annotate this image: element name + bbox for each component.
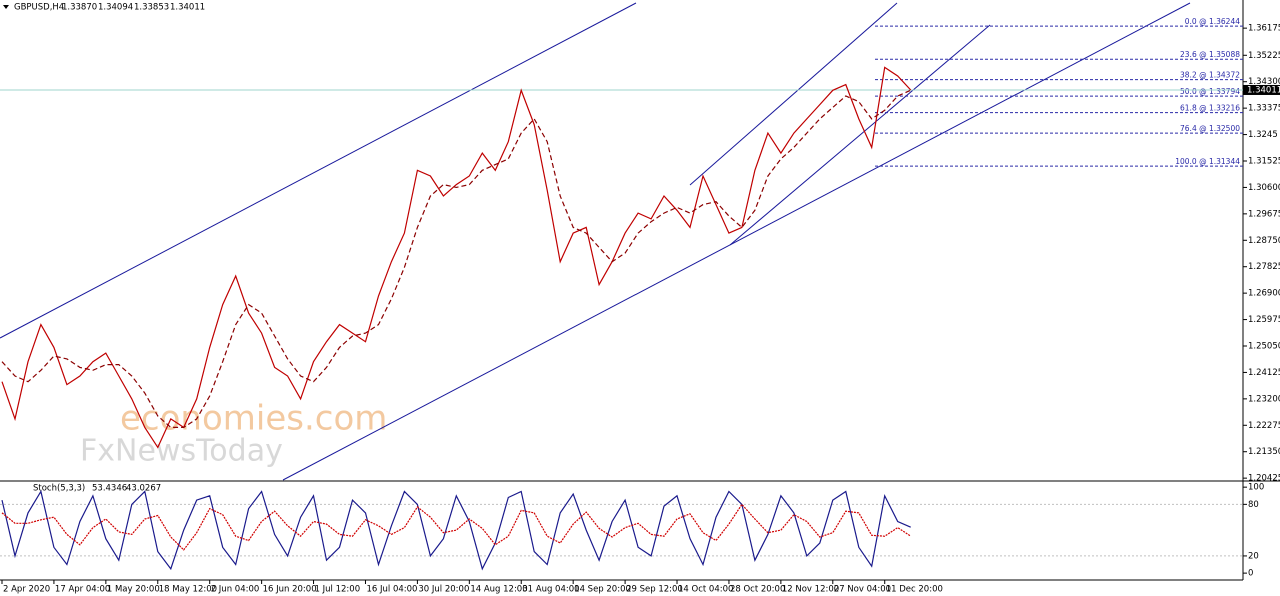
menu-icon[interactable]: [3, 5, 9, 9]
price-box: [1243, 84, 1280, 95]
y-tick-label: 1.23200: [1248, 394, 1280, 404]
ohlc-value: 1.33853: [134, 3, 169, 13]
x-tick-label: 2 Apr 2020: [3, 585, 50, 595]
x-tick-label: 1 May 20:00: [107, 585, 160, 595]
x-tick-label: 14 Aug 12:00: [470, 585, 527, 595]
x-tick-label: 14 Sep 20:00: [574, 585, 631, 595]
y-tick-label: 1.31525: [1248, 157, 1280, 167]
symbol-title: GBPUSD,H4: [14, 3, 64, 13]
x-tick-label: 16 Jul 04:00: [366, 585, 417, 595]
y-tick-label: 1.36175: [1248, 24, 1280, 34]
trend-line: [729, 24, 991, 246]
trend-lines: [0, 2, 1191, 481]
y-tick-label: 1.28750: [1248, 236, 1280, 246]
x-tick-label: 17 Apr 04:00: [55, 585, 110, 595]
indicator-value: 53.4346: [92, 484, 127, 494]
trend-line: [0, 2, 637, 339]
indicator-value: 43.0267: [126, 484, 161, 494]
x-tick-label: 27 Nov 04:00: [834, 585, 891, 595]
indicator-title: Stoch(5,3,3): [33, 484, 85, 494]
y-tick-label: 1.30600: [1248, 183, 1280, 193]
fib-label: 61.8 @ 1.33216: [1180, 104, 1240, 113]
y-tick-label: 0: [1248, 569, 1253, 579]
x-tick-label: 30 Jul 20:00: [418, 585, 469, 595]
y-tick-label: 1.3245: [1248, 130, 1278, 140]
watermark: FxNewsToday: [80, 434, 283, 469]
fib-label: 23.6 @ 1.35088: [1180, 50, 1240, 59]
series-line: [1, 503, 912, 551]
y-tick-label: 100: [1248, 483, 1264, 493]
trend-line: [282, 2, 1191, 481]
y-tick-label: 1.33375: [1248, 104, 1280, 114]
y-tick-label: 1.29675: [1248, 209, 1280, 219]
y-tick-label: 1.20425: [1248, 474, 1280, 484]
x-tick-label: 18 May 12:00: [159, 585, 217, 595]
x-tick-label: 12 Nov 12:00: [782, 585, 839, 595]
series-line: [1, 89, 911, 428]
y-tick-label: 80: [1248, 500, 1259, 510]
x-tick-label: 16 Jun 20:00: [263, 585, 317, 595]
x-tick-label: 29 Sep 12:00: [626, 585, 683, 595]
x-tick-label: 1 Jul 12:00: [315, 585, 361, 595]
fib-label: 100.0 @ 1.31344: [1175, 157, 1240, 166]
watermark: economies.com: [120, 399, 387, 439]
y-tick-label: 1.35225: [1248, 51, 1280, 61]
price-label: 1.34011: [1247, 85, 1280, 95]
y-tick-label: 20: [1248, 551, 1259, 561]
trend-line: [689, 2, 898, 186]
x-tick-label: 11 Dec 20:00: [886, 585, 943, 595]
ohlc-value: 1.34094: [98, 3, 133, 13]
y-tick-label: 1.24125: [1248, 368, 1280, 378]
x-tick-label: 14 Oct 04:00: [678, 585, 733, 595]
x-tick-label: 2 Jun 04:00: [211, 585, 260, 595]
y-tick-label: 1.25050: [1248, 342, 1280, 352]
y-tick-label: 1.27825: [1248, 262, 1280, 272]
x-tick-label: 28 Oct 20:00: [730, 585, 785, 595]
series-line: [1, 489, 911, 571]
fib-label: 38.2 @ 1.34372: [1180, 71, 1240, 80]
ohlc-value: 1.34011: [170, 3, 205, 13]
x-tick-label: 31 Aug 04:00: [522, 585, 579, 595]
y-tick-label: 1.26900: [1248, 289, 1280, 299]
ohlc-value: 1.33870: [62, 3, 97, 13]
series-line: [1, 66, 912, 449]
fib-label: 76.4 @ 1.32500: [1180, 124, 1240, 133]
y-tick-label: 1.34300: [1248, 77, 1280, 87]
y-tick-label: 1.22275: [1248, 421, 1280, 431]
y-tick-label: 1.25975: [1248, 315, 1280, 325]
y-tick-label: 1.21350: [1248, 447, 1280, 457]
fib-label: 50.0 @ 1.33794: [1180, 87, 1240, 96]
fib-label: 0.0 @ 1.36244: [1185, 17, 1240, 26]
